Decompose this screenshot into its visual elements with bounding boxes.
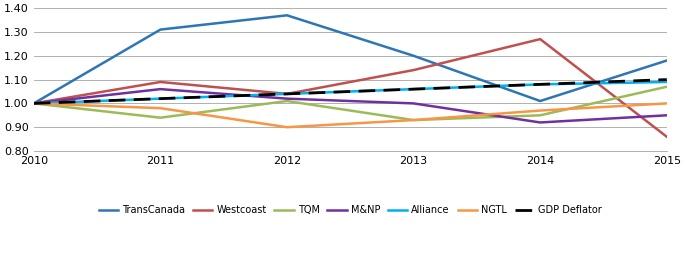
GDP Deflator [283, 92, 291, 96]
TQM [156, 116, 164, 119]
M&NP [29, 102, 38, 105]
Line: TQM: TQM [34, 87, 667, 120]
NGTL [410, 119, 418, 122]
Line: Alliance: Alliance [34, 82, 667, 103]
TransCanada [536, 100, 545, 103]
Alliance [536, 83, 545, 86]
GDP Deflator [29, 102, 38, 105]
M&NP [536, 121, 545, 124]
TransCanada [156, 28, 164, 31]
TQM [536, 114, 545, 117]
Westcoast [410, 68, 418, 72]
GDP Deflator [410, 88, 418, 91]
Westcoast [662, 135, 671, 138]
M&NP [410, 102, 418, 105]
GDP Deflator [156, 97, 164, 100]
Westcoast [156, 81, 164, 84]
TransCanada [29, 102, 38, 105]
Westcoast [536, 37, 545, 41]
Line: M&NP: M&NP [34, 89, 667, 122]
Alliance [156, 97, 164, 100]
TQM [410, 119, 418, 122]
TransCanada [283, 14, 291, 17]
NGTL [29, 102, 38, 105]
TQM [29, 102, 38, 105]
Line: GDP Deflator: GDP Deflator [34, 79, 667, 103]
NGTL [536, 109, 545, 112]
TransCanada [410, 54, 418, 57]
TQM [662, 85, 671, 88]
M&NP [662, 114, 671, 117]
M&NP [156, 88, 164, 91]
Alliance [410, 88, 418, 91]
GDP Deflator [536, 83, 545, 86]
GDP Deflator [662, 78, 671, 81]
NGTL [662, 102, 671, 105]
Westcoast [29, 102, 38, 105]
Alliance [283, 92, 291, 96]
Alliance [29, 102, 38, 105]
M&NP [283, 97, 291, 100]
Alliance [662, 81, 671, 84]
Legend: TransCanada, Westcoast, TQM, M&NP, Alliance, NGTL, GDP Deflator: TransCanada, Westcoast, TQM, M&NP, Allia… [95, 202, 606, 219]
Line: TransCanada: TransCanada [34, 15, 667, 103]
NGTL [156, 107, 164, 110]
Line: NGTL: NGTL [34, 103, 667, 127]
TQM [283, 100, 291, 103]
TransCanada [662, 59, 671, 62]
Line: Westcoast: Westcoast [34, 39, 667, 137]
NGTL [283, 126, 291, 129]
Westcoast [283, 92, 291, 96]
